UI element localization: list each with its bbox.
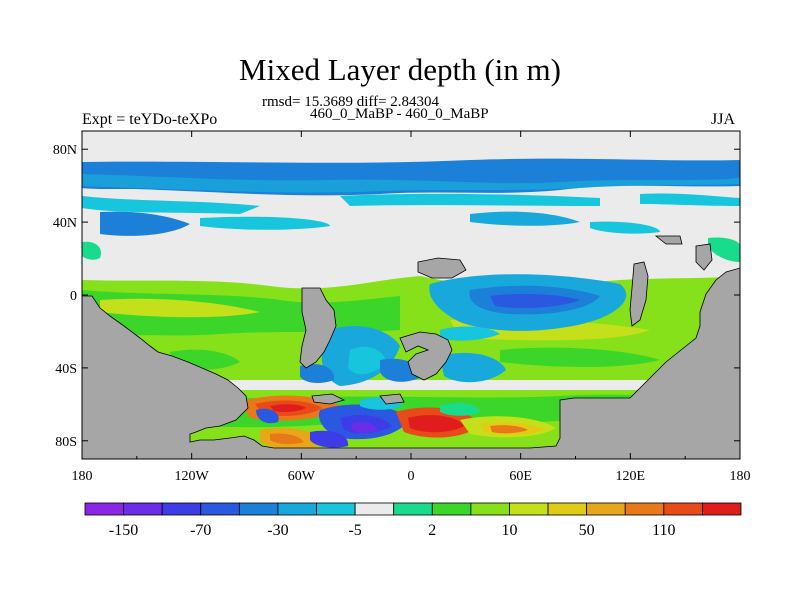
colorbar-swatch [393, 502, 433, 516]
colorbar-label: -70 [190, 522, 211, 539]
plot-title: Mixed Layer depth (in m) [239, 52, 561, 87]
colorbar-label: 110 [652, 522, 675, 539]
colorbar-label: 2 [428, 522, 436, 539]
colorbar-label: 10 [501, 522, 517, 539]
colorbar-swatch [547, 502, 588, 516]
colorbar-swatch [316, 502, 356, 516]
x-tick-label: 120W [175, 469, 210, 484]
experiment-label: Expt = teYDo-teXPo [82, 111, 218, 128]
statistics-label: rmsd= 15.3689 diff= 2.84304 [262, 94, 440, 110]
colorbar-swatch [84, 502, 124, 516]
x-tick-label: 60E [509, 469, 532, 484]
colorbar-swatch [200, 502, 240, 516]
x-tick-label: 120E [616, 469, 646, 484]
colorbar-swatch [431, 502, 472, 516]
colorbar-swatch [509, 502, 549, 516]
season-label: JJA [711, 111, 736, 128]
colorbar-swatch [663, 502, 703, 516]
map-field [82, 131, 740, 459]
y-tick-label: 80S [55, 435, 77, 450]
colorbar-swatch [238, 502, 279, 516]
x-tick-label: 180 [730, 469, 751, 484]
x-tick-label: 180 [72, 469, 93, 484]
y-tick-label: 0 [70, 289, 77, 304]
colorbar-swatch [354, 502, 395, 516]
y-tick-label: 40N [53, 216, 77, 231]
colorbar-label: -5 [348, 522, 361, 539]
colorbar-swatch [586, 502, 626, 516]
colorbar-swatch [123, 502, 163, 516]
colorbar: -150 -70 -30 -5 2 10 50 110 [84, 502, 742, 539]
x-tick-label: 60W [288, 469, 316, 484]
colorbar-label: -30 [267, 522, 288, 539]
colorbar-label: -150 [109, 522, 138, 539]
colorbar-label: 50 [579, 522, 595, 539]
colorbar-swatch [277, 502, 317, 516]
colorbar-swatch [702, 502, 742, 516]
y-tick-label: 80N [53, 143, 77, 158]
x-tick-label: 0 [408, 469, 415, 484]
colorbar-swatch [470, 502, 510, 516]
y-tick-label: 40S [55, 362, 77, 377]
colorbar-swatch [161, 502, 202, 516]
map-axes: 180 120W 60W 0 60E 120E 180 80N 40N 0 40S 80S [53, 131, 751, 484]
colorbar-swatch [624, 502, 665, 516]
experiment-subtitle: 460_0_MaBP - 460_0_MaBP [310, 106, 489, 122]
